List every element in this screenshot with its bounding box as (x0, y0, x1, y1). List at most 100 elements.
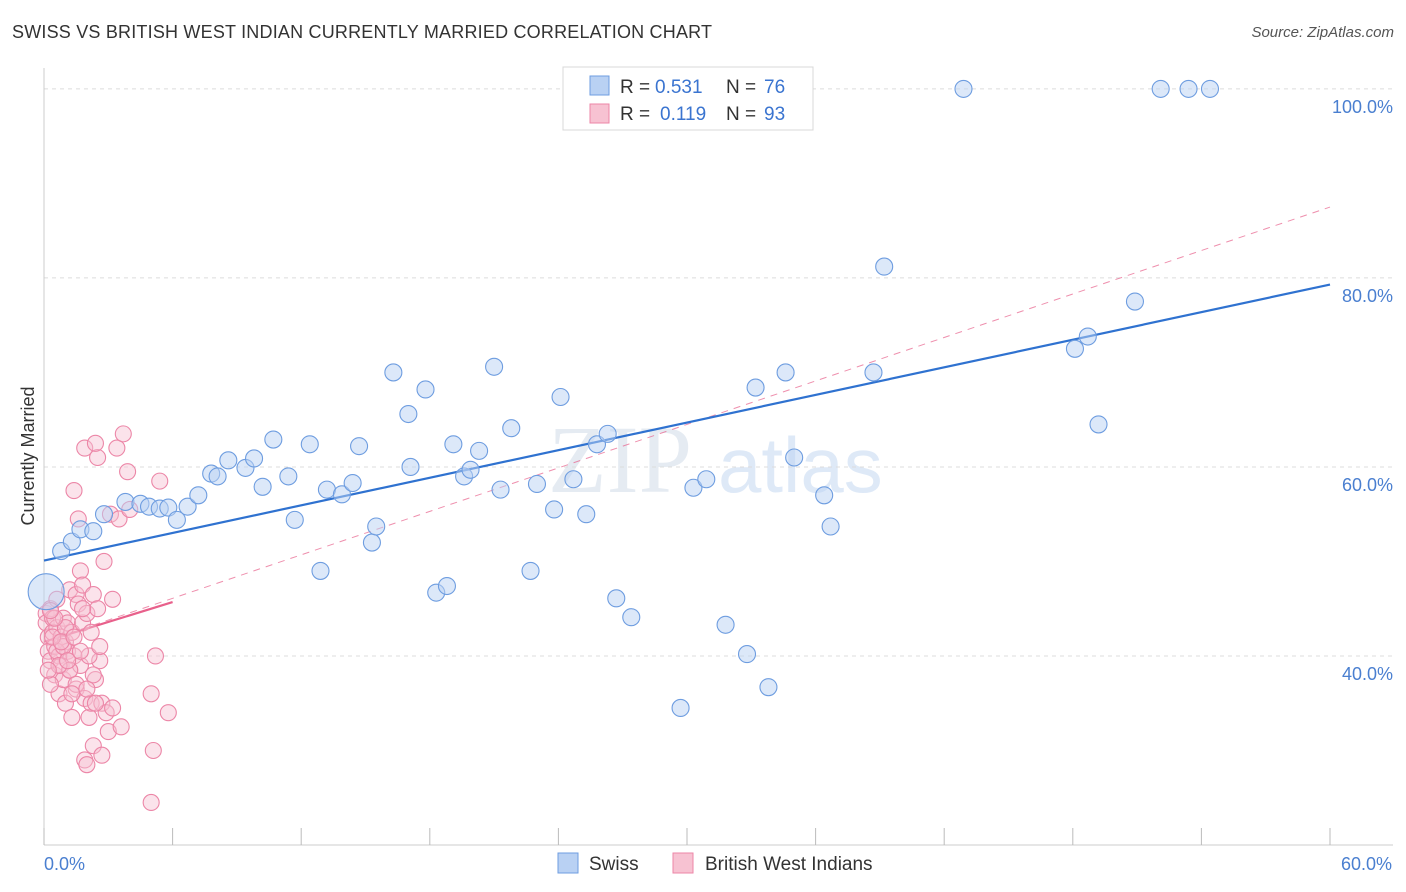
bottom-legend: Swiss British West Indians (557, 852, 873, 875)
swiss-point (208, 467, 227, 486)
swiss-point (300, 435, 319, 454)
swiss-point (577, 505, 596, 524)
swiss-point (875, 257, 894, 276)
legend-swiss-r-label: R = (620, 77, 650, 98)
legend-swiss-n-label: N = (726, 77, 756, 98)
swiss-point (332, 485, 351, 504)
swiss-point (737, 645, 757, 664)
y-tick-label: 40.0% (1342, 664, 1393, 684)
bottom-legend-swiss: Swiss (589, 854, 639, 875)
bwi-point (95, 552, 113, 571)
swiss-point (491, 480, 510, 499)
swiss-point (384, 363, 403, 382)
swiss-point (401, 457, 420, 477)
bwi-point (84, 737, 102, 755)
source-label: Source: ZipAtlas.com (1251, 24, 1394, 41)
bwi-point (84, 666, 102, 684)
y-tick-label: 80.0% (1342, 286, 1393, 306)
swiss-point (350, 437, 369, 456)
swiss-point (253, 477, 272, 496)
bottom-legend-swatch-swiss (557, 852, 579, 874)
bwi-point (44, 628, 62, 646)
swiss-point (189, 486, 208, 505)
swiss-point (785, 448, 804, 467)
legend-bwi-n-label: N = (726, 104, 756, 125)
bwi-point (74, 614, 92, 632)
swiss-point (317, 480, 336, 499)
swiss-point (716, 615, 735, 634)
swiss-point (1125, 292, 1145, 311)
bwi-point (41, 675, 59, 693)
bottom-legend-bwi: British West Indians (705, 854, 873, 875)
gridlines (44, 88, 1393, 657)
bwi-point (63, 708, 81, 726)
swiss-point (1151, 79, 1170, 98)
swiss-point (1089, 415, 1108, 434)
bwi-point (50, 656, 68, 674)
bwi-point (80, 708, 98, 726)
bwi-point (39, 661, 57, 679)
x-tick-label-max: 60.0% (1341, 854, 1392, 874)
swiss-point (84, 522, 103, 541)
bwi-point (93, 694, 111, 712)
swiss-point (864, 363, 883, 382)
swiss-point (821, 517, 840, 536)
bwi-point (142, 793, 160, 812)
swiss-point (1179, 79, 1198, 98)
swiss-point (311, 561, 330, 580)
swiss-point (244, 449, 264, 468)
swiss-point (178, 497, 197, 516)
swiss-point (564, 470, 583, 489)
bwi-point (71, 562, 89, 580)
legend-swiss-r-value: 0.531 (655, 77, 703, 98)
trend-lines (43, 206, 1331, 643)
bwi-point (114, 425, 132, 443)
bwi-point (71, 642, 89, 660)
watermark: ZIP atlas (548, 406, 883, 513)
swiss-point (697, 470, 716, 489)
swiss-point (167, 510, 186, 529)
x-tick-label-min: 0.0% (44, 854, 85, 874)
swiss-point (671, 698, 690, 718)
bwi-point (59, 652, 77, 670)
swiss-point (1065, 339, 1084, 358)
swiss-point (27, 573, 65, 611)
swiss-point (62, 532, 81, 551)
swiss-point (416, 380, 435, 399)
bwi-point (144, 741, 162, 760)
legend-swatch-bwi (589, 103, 610, 124)
bwi-point (67, 675, 85, 693)
legend-bwi-r-value: 0.119 (660, 104, 706, 125)
bwi-point (84, 585, 102, 604)
bwi-point (86, 434, 104, 452)
swiss-point (622, 608, 641, 627)
swiss-point (444, 435, 463, 454)
bwi-point (93, 746, 111, 764)
bwi-point (78, 756, 96, 774)
swiss-point (1200, 79, 1220, 98)
bwi-point (65, 482, 83, 500)
bwi-point (65, 628, 83, 646)
swiss-point (367, 517, 386, 536)
swiss-point (954, 79, 973, 98)
swiss-point (598, 424, 617, 443)
swiss-point (362, 533, 381, 552)
series-british-west-indians (37, 425, 177, 812)
swiss-point (437, 576, 456, 596)
swiss-point (815, 486, 834, 505)
swiss-point (485, 357, 504, 376)
bwi-point (99, 723, 117, 741)
bwi-trend-extended (43, 206, 1331, 643)
y-axis-title: Currently Married (18, 386, 38, 525)
bwi-point (56, 694, 74, 712)
swiss-point (461, 460, 480, 479)
watermark-atlas: atlas (718, 421, 883, 509)
swiss-point (285, 510, 304, 529)
swiss-point (759, 678, 778, 697)
bwi-point (89, 448, 107, 467)
swiss-point (684, 478, 703, 497)
swiss-point (521, 561, 540, 580)
bwi-point (80, 647, 98, 665)
swiss-point (551, 387, 570, 407)
swiss-point (527, 474, 547, 494)
